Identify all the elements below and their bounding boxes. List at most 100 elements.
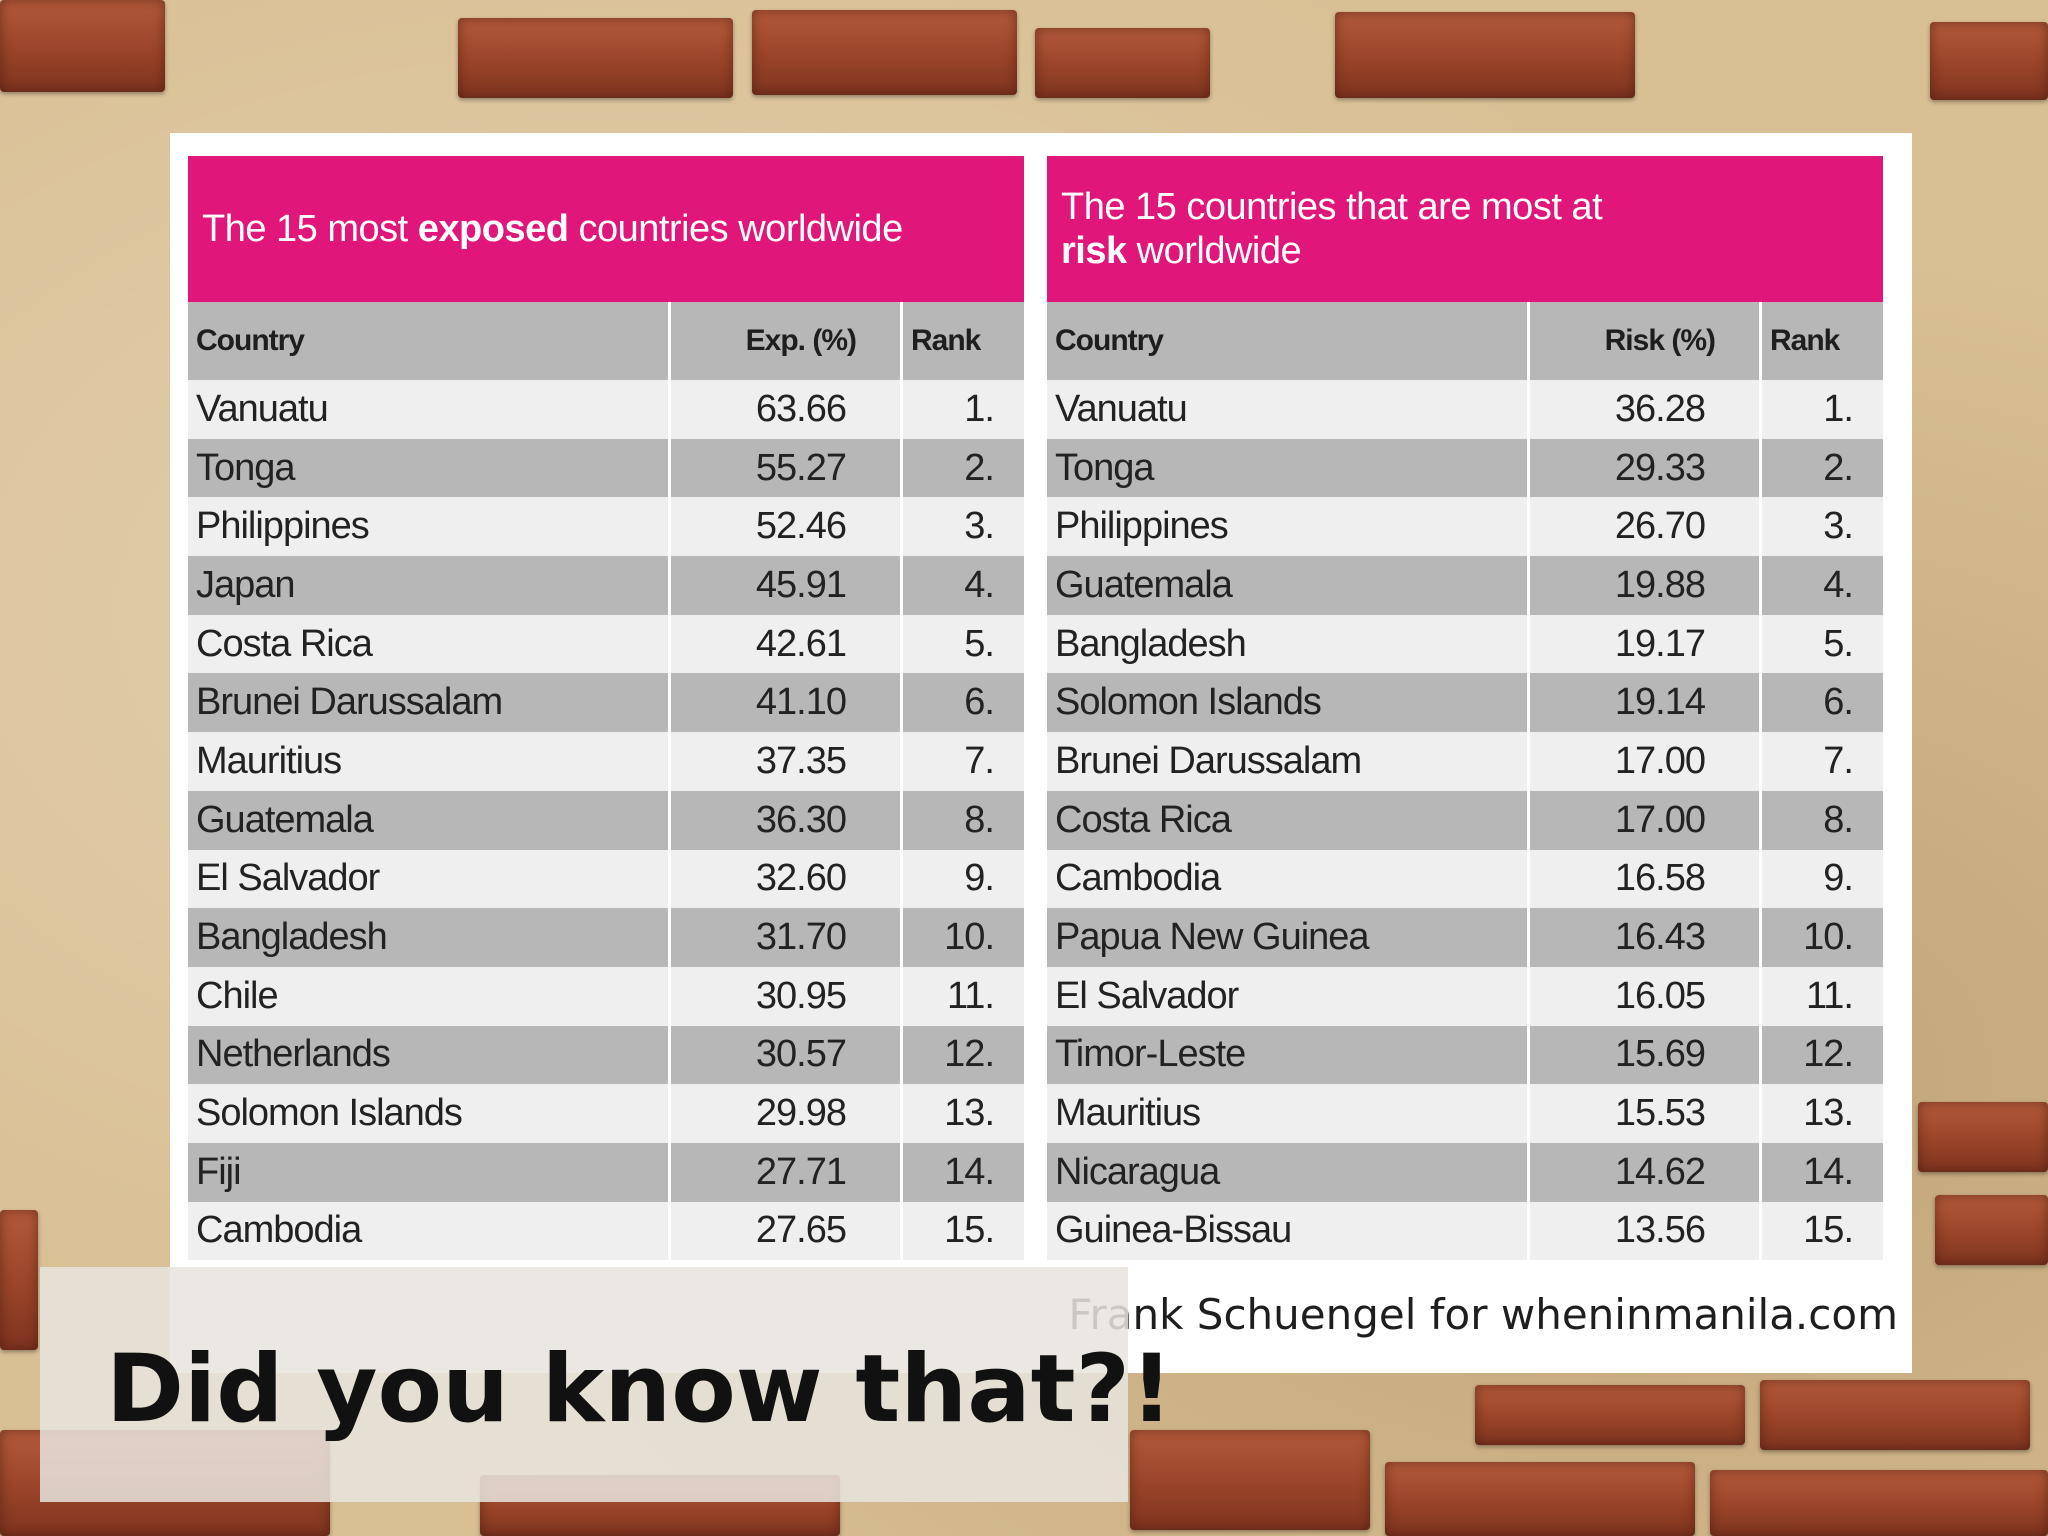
table-row: Nicaragua 14.62 14.: [1047, 1142, 1883, 1202]
country-cell: Nicaragua: [1055, 1150, 1220, 1193]
value-cell: 41.10: [668, 673, 900, 733]
table-row: Tonga 29.33 2.: [1047, 438, 1883, 498]
rank-cell: 7.: [1759, 732, 1883, 791]
value-cell: 31.70: [668, 908, 900, 967]
value-cell: 29.33: [1527, 438, 1759, 498]
column-header-exposure: Exp. (%): [668, 302, 900, 380]
country-cell: Bangladesh: [1055, 622, 1247, 665]
rank-cell: 7.: [900, 732, 1024, 791]
table-row: Cambodia 27.65 15.: [188, 1201, 1024, 1261]
table-row: Philippines 26.70 3.: [1047, 497, 1883, 557]
rank-cell: 2.: [1759, 438, 1883, 498]
rank-cell: 11.: [900, 966, 1024, 1026]
table-body: Vanuatu 36.28 1. Tonga 29.33 2. Philippines 26.…: [1047, 380, 1883, 1261]
rank-cell: 9.: [900, 849, 1024, 909]
rank-cell: 3.: [1759, 497, 1883, 557]
country-cell: El Salvador: [196, 857, 380, 900]
rank-cell: 13.: [1759, 1084, 1883, 1143]
rank-cell: 4.: [1759, 556, 1883, 615]
rank-cell: 6.: [1759, 673, 1883, 733]
rank-cell: 10.: [1759, 908, 1883, 967]
country-cell: Timor-Leste: [1055, 1033, 1246, 1076]
country-cell: Brunei Darussalam: [1055, 739, 1362, 782]
wall-brick: [458, 18, 733, 98]
value-cell: 27.65: [668, 1201, 900, 1261]
table-title: The 15 most exposed countries worldwide: [188, 156, 1024, 302]
table-row: Mauritius 15.53 13.: [1047, 1084, 1883, 1143]
table-row: Fiji 27.71 14.: [188, 1142, 1024, 1202]
value-cell: 42.61: [668, 614, 900, 674]
value-cell: 19.14: [1527, 673, 1759, 733]
wall-brick: [1918, 1102, 2048, 1172]
value-cell: 16.43: [1527, 908, 1759, 967]
caption-backdrop: [40, 1267, 1128, 1502]
country-cell: Tonga: [1055, 446, 1155, 489]
table-row: Solomon Islands 29.98 13.: [188, 1084, 1024, 1143]
country-cell: Cambodia: [196, 1209, 362, 1252]
value-cell: 27.71: [668, 1142, 900, 1202]
country-cell: Costa Rica: [1055, 798, 1232, 841]
value-cell: 45.91: [668, 556, 900, 615]
value-cell: 30.57: [668, 1025, 900, 1085]
table-row: Solomon Islands 19.14 6.: [1047, 673, 1883, 733]
table-row: Costa Rica 17.00 8.: [1047, 790, 1883, 850]
rank-cell: 11.: [1759, 966, 1883, 1026]
country-cell: Guatemala: [196, 798, 374, 841]
country-cell: Tonga: [196, 446, 296, 489]
title-emphasis: risk: [1061, 230, 1127, 272]
wall-brick: [1130, 1430, 1370, 1530]
source-credit: Frank Schuengel for wheninmanila.com: [1068, 1290, 1898, 1339]
rank-cell: 15.: [1759, 1201, 1883, 1261]
country-cell: Papua New Guinea: [1055, 916, 1370, 959]
wall-brick: [0, 1210, 38, 1350]
rank-cell: 9.: [1759, 849, 1883, 909]
rank-cell: 4.: [900, 556, 1024, 615]
table-row: El Salvador 32.60 9.: [188, 849, 1024, 909]
risk-countries-table: The 15 countries that are most at risk w…: [1047, 156, 1883, 1261]
table-row: Brunei Darussalam 41.10 6.: [188, 673, 1024, 733]
caption-title: Did you know that?!: [106, 1335, 1173, 1444]
country-cell: Solomon Islands: [196, 1092, 463, 1135]
value-cell: 36.30: [668, 790, 900, 850]
value-cell: 14.62: [1527, 1142, 1759, 1202]
country-cell: Guatemala: [1055, 563, 1233, 606]
rank-cell: 12.: [900, 1025, 1024, 1085]
country-cell: Mauritius: [1055, 1092, 1201, 1135]
value-cell: 52.46: [668, 497, 900, 557]
value-cell: 17.00: [1527, 790, 1759, 850]
column-header-rank: Rank: [1759, 302, 1883, 380]
column-header-rank: Rank: [900, 302, 1024, 380]
country-cell: Fiji: [196, 1150, 242, 1193]
table-title: The 15 countries that are most at risk w…: [1047, 156, 1883, 302]
rank-cell: 8.: [1759, 790, 1883, 850]
table-row: Timor-Leste 15.69 12.: [1047, 1025, 1883, 1085]
country-cell: Cambodia: [1055, 857, 1221, 900]
rank-cell: 5.: [900, 614, 1024, 674]
rank-cell: 8.: [900, 790, 1024, 850]
country-cell: Philippines: [196, 505, 370, 548]
wall-brick: [1760, 1380, 2030, 1450]
title-text: countries worldwide: [568, 208, 903, 250]
table-row: Vanuatu 63.66 1.: [188, 380, 1024, 439]
table-header-row: Country Risk (%) Rank: [1047, 302, 1883, 380]
column-header-risk: Risk (%): [1527, 302, 1759, 380]
value-cell: 16.58: [1527, 849, 1759, 909]
table-body: Vanuatu 63.66 1. Tonga 55.27 2. Philippines 52.…: [188, 380, 1024, 1261]
table-row: Philippines 52.46 3.: [188, 497, 1024, 557]
rank-cell: 13.: [900, 1084, 1024, 1143]
table-row: Chile 30.95 11.: [188, 966, 1024, 1026]
table-row: Costa Rica 42.61 5.: [188, 614, 1024, 674]
rank-cell: 12.: [1759, 1025, 1883, 1085]
table-row: Brunei Darussalam 17.00 7.: [1047, 732, 1883, 791]
table-row: Japan 45.91 4.: [188, 556, 1024, 615]
rank-cell: 14.: [1759, 1142, 1883, 1202]
table-row: Vanuatu 36.28 1.: [1047, 380, 1883, 439]
table-row: Guatemala 36.30 8.: [188, 790, 1024, 850]
country-cell: Costa Rica: [196, 622, 373, 665]
rank-cell: 1.: [900, 380, 1024, 439]
wall-brick: [0, 0, 165, 92]
table-row: Papua New Guinea 16.43 10.: [1047, 908, 1883, 967]
value-cell: 36.28: [1527, 380, 1759, 439]
rank-cell: 6.: [900, 673, 1024, 733]
table-row: Guatemala 19.88 4.: [1047, 556, 1883, 615]
